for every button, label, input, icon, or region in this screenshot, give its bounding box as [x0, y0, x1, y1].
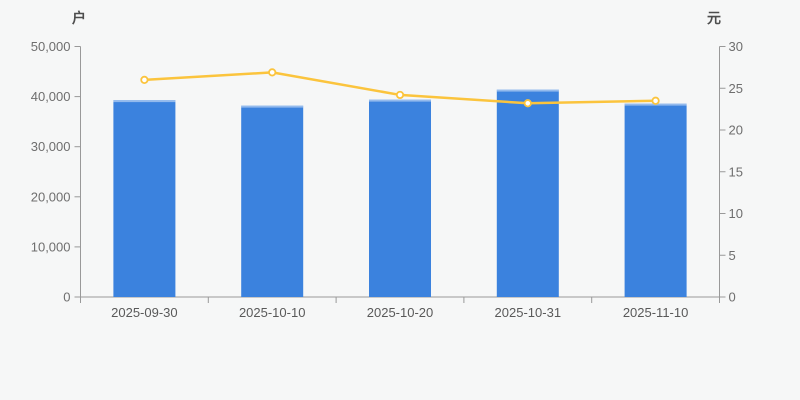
- bar-top-edge: [113, 100, 176, 103]
- x-axis-label: 2025-10-20: [367, 305, 434, 320]
- right-axis-tick-label: 5: [729, 248, 736, 263]
- left-axis-tick-label: 0: [63, 290, 70, 305]
- right-axis-tick-label: 10: [729, 206, 743, 221]
- line-point-2025-10-10[interactable]: [268, 68, 277, 77]
- left-axis-tick-label: 40,000: [31, 89, 71, 104]
- line-point-2025-11-10[interactable]: [651, 96, 660, 105]
- right-axis-tick-label: 30: [729, 39, 743, 54]
- right-axis-tick-label: 25: [729, 81, 743, 96]
- left-axis-tick-label: 30,000: [31, 139, 71, 154]
- bar-top-edge: [241, 105, 304, 108]
- bar-top-edge: [369, 99, 431, 102]
- right-axis-tick-label: 15: [729, 164, 743, 179]
- bar-2025-10-10[interactable]: [241, 105, 304, 297]
- x-axis-label: 2025-10-10: [239, 305, 306, 320]
- left-axis-tick-label: 10,000: [31, 239, 71, 254]
- x-axis-label: 2025-09-30: [111, 305, 178, 320]
- bar-2025-10-31[interactable]: [496, 89, 559, 297]
- bar-2025-10-20[interactable]: [369, 99, 431, 297]
- left-axis-tick-label: 50,000: [31, 39, 71, 54]
- left-axis-tick-label: 20,000: [31, 189, 71, 204]
- line-point-2025-10-20[interactable]: [395, 90, 405, 100]
- right-axis-unit-label: 元: [707, 10, 721, 26]
- right-axis-tick-label: 20: [729, 123, 743, 138]
- bar-2025-09-30[interactable]: [113, 100, 176, 298]
- line-point-2025-10-31[interactable]: [523, 99, 532, 108]
- x-axis-label: 2025-10-31: [495, 305, 562, 320]
- bar-2025-11-10[interactable]: [624, 103, 687, 297]
- x-axis-label: 2025-11-10: [623, 305, 689, 320]
- bar-top-edge: [496, 89, 559, 92]
- line-point-2025-09-30[interactable]: [140, 75, 149, 85]
- right-axis-tick-label: 0: [729, 290, 736, 305]
- left-axis-unit-label: 户: [72, 10, 86, 26]
